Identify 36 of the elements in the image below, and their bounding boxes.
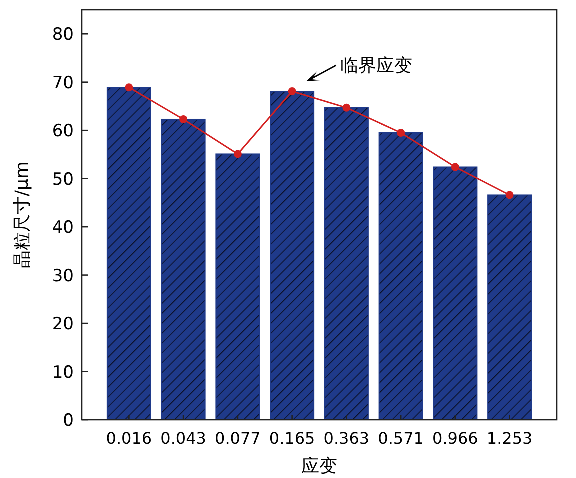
y-tick-label: 30 bbox=[52, 266, 74, 286]
bar bbox=[106, 87, 152, 420]
bar bbox=[161, 118, 206, 420]
point bbox=[397, 129, 406, 137]
y-tick-label: 70 bbox=[52, 73, 74, 94]
x-tick-label: 0.016 bbox=[106, 429, 152, 448]
bar bbox=[324, 107, 369, 420]
x-tick-label: 0.165 bbox=[269, 429, 316, 448]
point bbox=[180, 115, 188, 124]
point bbox=[342, 104, 351, 112]
y-tick-label: 40 bbox=[52, 218, 74, 238]
x-tick-label: 0.571 bbox=[378, 429, 424, 448]
x-tick-label: 0.077 bbox=[215, 429, 261, 448]
x-tick-label: 0.043 bbox=[160, 429, 206, 448]
bar bbox=[433, 166, 478, 420]
point bbox=[234, 150, 242, 158]
y-tick-label: 60 bbox=[52, 122, 74, 142]
bar bbox=[378, 132, 424, 420]
y-tick-label: 80 bbox=[52, 25, 74, 46]
y-axis-title: 晶粒尺寸/μm bbox=[12, 161, 33, 269]
y-tick-label: 50 bbox=[52, 170, 74, 190]
point bbox=[288, 88, 296, 96]
point bbox=[451, 163, 460, 172]
bar bbox=[216, 154, 260, 420]
x-axis-title: 应变 bbox=[302, 456, 338, 477]
bar bbox=[270, 91, 315, 420]
point bbox=[506, 191, 514, 200]
x-tick-label: 1.253 bbox=[486, 429, 533, 448]
x-tick-label: 0.966 bbox=[432, 429, 478, 448]
point bbox=[125, 84, 134, 92]
bar bbox=[488, 194, 532, 420]
y-tick-label: 0 bbox=[63, 411, 74, 431]
x-tick-label: 0.363 bbox=[324, 429, 370, 448]
annotation: 临界应变 bbox=[340, 56, 412, 77]
y-tick-label: 10 bbox=[52, 362, 74, 383]
y-tick-label: 20 bbox=[52, 314, 74, 335]
